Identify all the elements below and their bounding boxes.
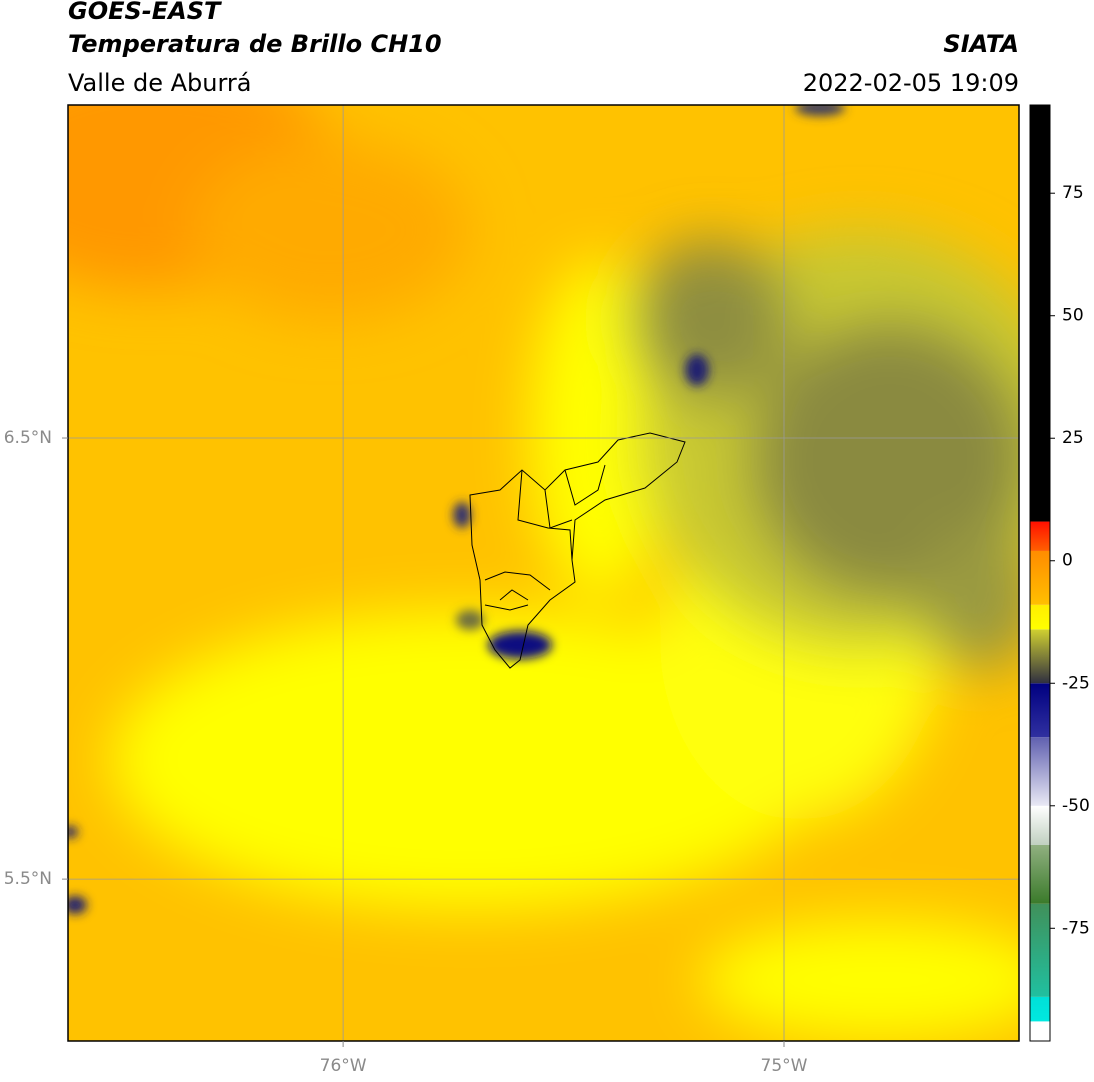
y-tick-label: 5.5°N <box>4 869 52 889</box>
colorbar-tick-label: 50 <box>1062 306 1084 326</box>
colorbar-band <box>1030 737 1050 806</box>
colorbar-tick-label: 0 <box>1062 551 1073 571</box>
x-tick-label: 75°W <box>761 1056 808 1076</box>
colorbar-band <box>1030 683 1050 738</box>
satellite-image <box>68 105 1019 1041</box>
x-tick-label: 76°W <box>320 1056 367 1076</box>
colorbar-band <box>1030 521 1050 551</box>
colorbar-band <box>1030 105 1050 522</box>
colorbar-tick-label: -50 <box>1062 796 1090 816</box>
colorbar-band <box>1030 604 1050 630</box>
colorbar-band <box>1030 550 1050 605</box>
colorbar-band <box>1030 903 1050 997</box>
region: Valle de Aburrá <box>68 69 252 97</box>
colorbar-band <box>1030 1021 1050 1041</box>
colorbar-tick-label: -25 <box>1062 673 1090 693</box>
colorbar-band <box>1030 844 1050 904</box>
map-frame <box>67 104 1020 1042</box>
colorbar-tick-label: 25 <box>1062 428 1084 448</box>
institution: SIATA <box>943 30 1019 58</box>
colorbar-band <box>1030 805 1050 845</box>
colorbar-band <box>1030 629 1050 684</box>
subtitle: Temperatura de Brillo CH10 <box>68 30 442 58</box>
colorbar-frame <box>1029 104 1051 1042</box>
valle-de-aburra-outline <box>469 432 686 669</box>
colorbar-tick-label: 75 <box>1062 183 1084 203</box>
colorbar-band <box>1030 996 1050 1022</box>
title: GOES-EAST <box>68 0 222 25</box>
colorbar-tick-label: -75 <box>1062 918 1090 938</box>
datetime: 2022-02-05 19:09 <box>803 69 1019 97</box>
y-tick-label: 6.5°N <box>4 428 52 448</box>
